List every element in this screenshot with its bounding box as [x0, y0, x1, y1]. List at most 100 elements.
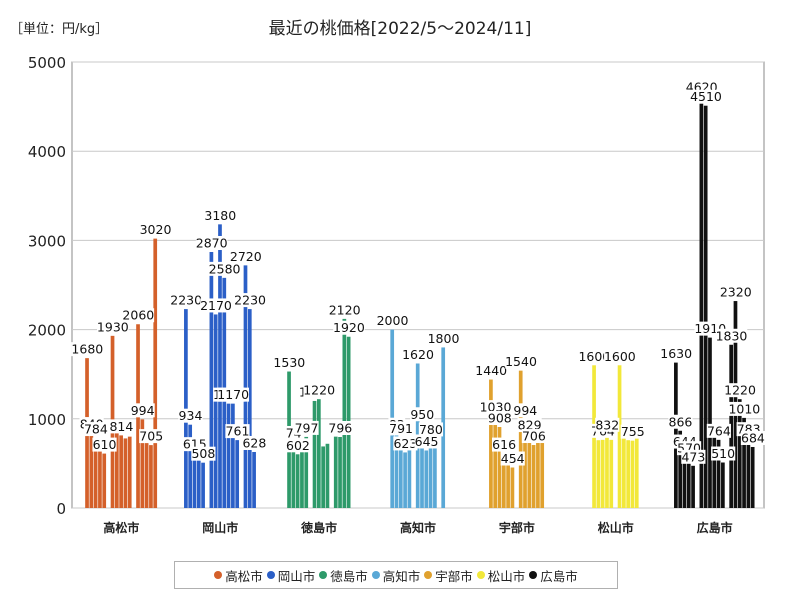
data-label: 1170	[217, 387, 249, 402]
data-label-bg	[715, 328, 748, 343]
data-label: 797	[295, 420, 319, 435]
y-tick-label: 1000	[28, 411, 66, 429]
data-label: 2230	[170, 293, 202, 308]
bar	[218, 224, 222, 508]
y-tick-label: 0	[56, 500, 66, 518]
bar	[712, 427, 717, 508]
bar	[325, 443, 330, 508]
data-label-bg	[200, 298, 232, 313]
legend-marker	[266, 571, 275, 579]
data-label-bg	[475, 363, 508, 378]
bar	[420, 423, 424, 508]
data-label: 1680	[71, 342, 103, 357]
legend-marker	[371, 571, 380, 579]
data-label: 950	[410, 407, 434, 422]
bar	[596, 440, 601, 508]
unit-label: ［単位：円/kg］	[10, 22, 109, 37]
bar	[630, 440, 635, 508]
data-label-bg	[178, 408, 203, 423]
category-label: 松山市	[598, 520, 634, 535]
category-label: 宇部市	[499, 520, 535, 535]
data-label-bg	[410, 407, 435, 422]
bar	[527, 434, 532, 508]
data-label: 994	[131, 403, 155, 418]
data-label: 1800	[428, 331, 460, 346]
bar	[510, 467, 515, 508]
bar	[428, 438, 433, 508]
data-label-bg	[195, 235, 228, 250]
data-label: 508	[191, 446, 215, 461]
data-label: 755	[621, 424, 645, 439]
legend-marker	[424, 571, 433, 579]
legend-item: 岡山市	[266, 566, 315, 585]
data-label-bg	[660, 346, 692, 361]
data-label: 994	[513, 403, 537, 418]
bar	[333, 436, 338, 508]
bar	[300, 450, 304, 508]
legend-item: 高知市	[371, 566, 420, 585]
data-label: 814	[109, 419, 133, 434]
legend-label: 高松市	[225, 568, 263, 584]
data-label: 908	[488, 411, 512, 426]
data-label: 866	[669, 414, 693, 429]
bar	[501, 453, 506, 508]
data-label: 1920	[333, 320, 365, 335]
data-label: 1030	[480, 400, 512, 415]
legend-label: 広島市	[540, 568, 578, 584]
legend-item: 宇部市	[424, 566, 473, 585]
data-label-bg	[724, 383, 756, 398]
data-label: 1220	[724, 383, 756, 398]
bar	[226, 403, 231, 508]
bar	[708, 337, 712, 508]
bar	[746, 438, 751, 508]
data-label: 706	[522, 429, 546, 444]
data-label-bg	[418, 422, 443, 437]
data-label-bg	[402, 347, 434, 362]
y-tick-label: 3000	[28, 232, 66, 250]
bar	[699, 95, 704, 508]
data-label-bg	[389, 421, 414, 436]
data-label-bg	[109, 419, 134, 434]
data-label-bg	[328, 420, 353, 435]
data-label-bg	[393, 436, 418, 451]
data-label: 832	[595, 417, 619, 432]
bar	[102, 453, 107, 508]
data-label: 1630	[660, 346, 692, 361]
legend-label: 宇部市	[435, 568, 473, 584]
data-label: 473	[681, 449, 705, 464]
bar	[201, 462, 205, 508]
category-label: 徳島市	[300, 520, 337, 535]
data-label-bg	[487, 411, 512, 426]
data-label-bg	[273, 355, 306, 370]
y-tick-label: 5000	[28, 54, 66, 72]
bar	[213, 314, 218, 508]
data-label: 610	[93, 437, 117, 452]
bar	[231, 403, 235, 508]
data-label: 1010	[728, 401, 760, 416]
bar	[252, 451, 256, 508]
legend-marker	[214, 571, 223, 579]
bar	[403, 452, 407, 508]
data-label-bg	[191, 446, 216, 461]
legend-marker	[319, 571, 328, 579]
data-label: 2320	[720, 285, 752, 300]
bar	[394, 433, 399, 508]
data-label-bg	[139, 222, 172, 237]
data-label-bg	[204, 208, 237, 223]
data-label: 705	[139, 429, 163, 444]
data-label-bg	[740, 430, 766, 445]
bar	[93, 438, 98, 508]
data-label-bg	[414, 434, 439, 449]
bar	[540, 438, 545, 508]
data-label: 796	[328, 420, 352, 435]
bar	[304, 436, 309, 508]
bar	[196, 458, 201, 508]
data-label: 2870	[196, 235, 228, 250]
bar	[398, 437, 403, 508]
bar	[153, 238, 158, 508]
bar	[605, 433, 609, 508]
data-label-bg	[517, 418, 542, 433]
data-label-bg	[427, 331, 460, 346]
data-label: 616	[492, 437, 516, 452]
data-label-bg	[690, 89, 722, 104]
